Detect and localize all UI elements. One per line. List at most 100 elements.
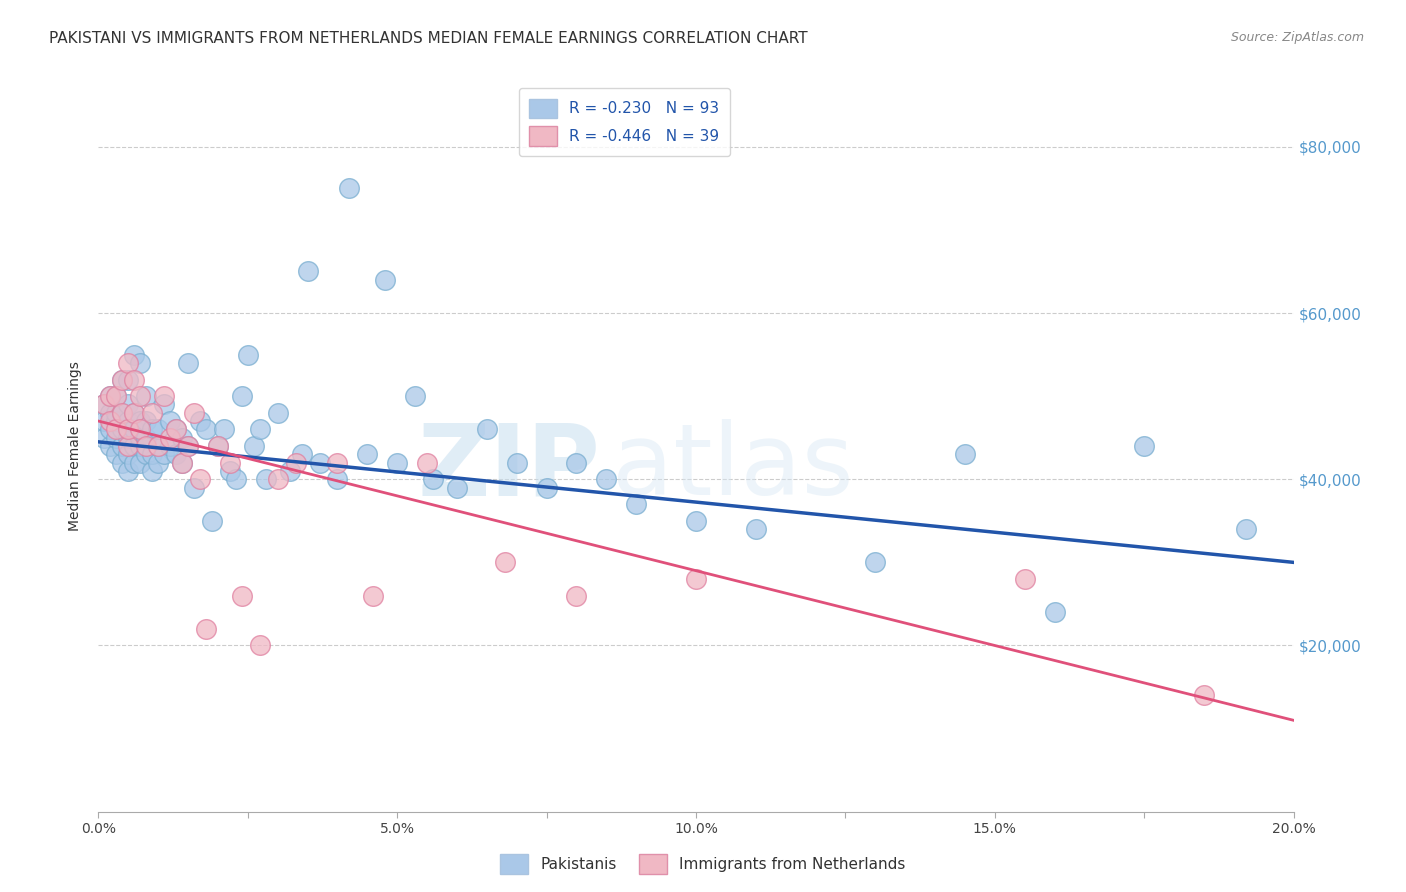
Point bbox=[117, 422, 139, 436]
Point bbox=[135, 414, 157, 428]
Point bbox=[685, 572, 707, 586]
Point bbox=[254, 472, 277, 486]
Point bbox=[172, 431, 194, 445]
Point bbox=[207, 439, 229, 453]
Point bbox=[565, 589, 588, 603]
Y-axis label: Median Female Earnings: Median Female Earnings bbox=[69, 361, 83, 531]
Point bbox=[422, 472, 444, 486]
Point bbox=[129, 356, 152, 370]
Point bbox=[1043, 605, 1066, 619]
Point bbox=[117, 372, 139, 386]
Point bbox=[236, 347, 259, 362]
Point bbox=[105, 414, 128, 428]
Point bbox=[93, 397, 115, 411]
Point bbox=[1014, 572, 1036, 586]
Point bbox=[1234, 522, 1257, 536]
Point bbox=[212, 422, 235, 436]
Point bbox=[953, 447, 976, 461]
Point bbox=[1133, 439, 1156, 453]
Point bbox=[98, 389, 122, 403]
Point bbox=[267, 406, 290, 420]
Point bbox=[129, 422, 152, 436]
Point bbox=[141, 464, 163, 478]
Point bbox=[117, 439, 139, 453]
Point bbox=[117, 356, 139, 370]
Point bbox=[93, 431, 115, 445]
Point bbox=[177, 439, 200, 453]
Point bbox=[111, 422, 134, 436]
Point bbox=[124, 372, 146, 386]
Point bbox=[374, 273, 396, 287]
Point bbox=[188, 414, 211, 428]
Point bbox=[284, 456, 307, 470]
Point bbox=[165, 422, 187, 436]
Point bbox=[135, 447, 157, 461]
Point bbox=[745, 522, 768, 536]
Point bbox=[172, 456, 194, 470]
Text: ZIP: ZIP bbox=[418, 419, 600, 516]
Point bbox=[188, 472, 211, 486]
Point bbox=[195, 622, 218, 636]
Point bbox=[219, 456, 242, 470]
Legend: Pakistanis, Immigrants from Netherlands: Pakistanis, Immigrants from Netherlands bbox=[495, 848, 911, 880]
Point bbox=[165, 422, 187, 436]
Point bbox=[148, 456, 170, 470]
Point bbox=[536, 481, 558, 495]
Point bbox=[105, 389, 128, 403]
Point bbox=[177, 356, 200, 370]
Point bbox=[1192, 689, 1215, 703]
Point bbox=[105, 389, 128, 403]
Point bbox=[159, 431, 181, 445]
Point bbox=[111, 406, 134, 420]
Point bbox=[172, 456, 194, 470]
Point bbox=[93, 397, 115, 411]
Point bbox=[124, 422, 146, 436]
Point bbox=[105, 447, 128, 461]
Point bbox=[111, 372, 134, 386]
Point bbox=[219, 464, 242, 478]
Point bbox=[124, 406, 146, 420]
Point bbox=[195, 422, 218, 436]
Point bbox=[278, 464, 301, 478]
Point bbox=[249, 422, 271, 436]
Point bbox=[494, 555, 516, 569]
Point bbox=[129, 389, 152, 403]
Point bbox=[267, 472, 290, 486]
Point bbox=[626, 497, 648, 511]
Point bbox=[565, 456, 588, 470]
Point bbox=[98, 439, 122, 453]
Point bbox=[177, 439, 200, 453]
Point bbox=[231, 389, 253, 403]
Point bbox=[111, 406, 134, 420]
Point bbox=[506, 456, 529, 470]
Point bbox=[363, 589, 385, 603]
Text: Source: ZipAtlas.com: Source: ZipAtlas.com bbox=[1230, 31, 1364, 45]
Point bbox=[98, 389, 122, 403]
Point bbox=[385, 456, 409, 470]
Point bbox=[117, 414, 139, 428]
Point bbox=[105, 406, 128, 420]
Point bbox=[124, 456, 146, 470]
Point bbox=[148, 439, 170, 453]
Point bbox=[231, 589, 253, 603]
Point bbox=[135, 431, 157, 445]
Point bbox=[124, 347, 146, 362]
Point bbox=[297, 264, 319, 278]
Point bbox=[153, 447, 176, 461]
Point bbox=[356, 447, 378, 461]
Text: atlas: atlas bbox=[613, 419, 853, 516]
Point bbox=[416, 456, 439, 470]
Point bbox=[111, 372, 134, 386]
Point bbox=[308, 456, 330, 470]
Point bbox=[117, 464, 139, 478]
Point bbox=[153, 389, 176, 403]
Point bbox=[446, 481, 468, 495]
Point bbox=[153, 397, 176, 411]
Point bbox=[243, 439, 266, 453]
Point bbox=[117, 447, 139, 461]
Point bbox=[111, 439, 134, 453]
Point bbox=[595, 472, 617, 486]
Point bbox=[141, 447, 163, 461]
Point bbox=[111, 456, 134, 470]
Point bbox=[404, 389, 426, 403]
